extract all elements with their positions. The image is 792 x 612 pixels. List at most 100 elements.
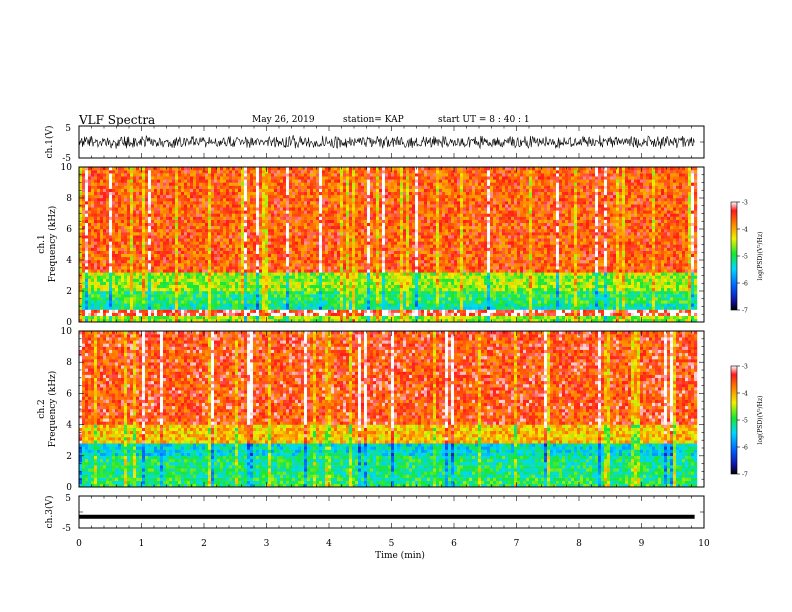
spectrogram-cell [250,204,254,208]
spectrogram-cell [334,194,338,199]
spectrogram-cell [94,253,98,258]
spectrogram-cell [136,207,140,211]
spectrogram-cell [82,225,86,230]
spectrogram-cell [295,253,299,258]
spectrogram-cell [151,281,155,285]
spectrogram-cell [208,306,212,310]
spectrogram-cell [301,291,305,295]
spectrogram-cell [160,201,164,205]
spectrogram-cell [85,204,89,208]
spectrogram-cell [172,253,176,258]
spectrogram-cell [259,235,263,239]
spectrogram-cell [262,225,266,230]
spectrogram-cell [265,287,269,292]
spectrogram-cell [100,303,104,307]
spectrogram-cell [238,300,242,304]
spectrogram-cell [283,176,287,180]
spectrogram-cell [223,256,227,261]
spectrogram-cell [133,318,137,322]
spectrogram-cell [337,260,341,264]
spectrogram-cell [271,201,275,205]
spectrogram-cell [250,263,254,267]
spectrogram-cell [112,253,116,258]
spectrogram-cell [235,250,239,254]
spectrogram-cell [193,210,197,214]
spectrogram-cell [115,260,119,264]
spectrogram-cell [265,173,269,177]
spectrogram-cell [286,201,290,205]
spectrogram-cell [307,294,311,298]
spectrogram-cell [190,269,194,273]
spectrogram-cell [217,207,221,211]
spectrogram-cell [322,225,326,230]
spectrogram-cell [214,194,218,199]
spectrogram-cell [238,278,242,282]
spectrogram-cell [310,272,314,276]
spectrogram-cell [184,222,188,227]
spectrogram-cell [337,204,341,208]
spectrogram-cell [241,250,245,254]
spectrogram-cell [175,194,179,199]
spectrogram-cell [370,318,374,322]
spectrogram-cell [244,232,248,236]
spectrogram-cell [292,318,296,322]
spectrogram-cell [172,170,176,174]
spectrogram-cell [355,263,359,267]
spectrogram-cell [151,238,155,242]
spectrogram-cell [337,207,341,211]
spectrogram-cell [121,185,125,189]
spectrogram-cell [367,284,371,289]
spectrogram-cell [343,303,347,307]
spectrogram-cell [85,219,89,223]
spectrogram-cell [271,229,275,233]
spectrogram-cell [271,315,275,320]
spectrogram-cell [136,291,140,295]
spectrogram-cell [121,294,125,298]
spectrogram-cell [232,294,236,298]
spectrogram-cell [166,312,170,316]
spectrogram-cell [286,173,290,177]
spectrogram-cell [220,309,224,313]
spectrogram-cell [148,312,152,316]
spectrogram-cell [268,287,272,292]
spectrogram-cell [370,238,374,242]
spectrogram-cell [235,213,239,217]
spectrogram-cell [229,263,233,267]
spectrogram-cell [340,244,344,248]
spectrogram-cell [178,191,182,196]
spectrogram-cell [283,182,287,186]
spectrogram-cell [247,219,251,223]
spectrogram-cell [268,176,272,180]
spectrogram-cell [157,204,161,208]
spectrogram-cell [337,250,341,254]
spectrogram-cell [211,182,215,186]
spectrogram-cell [256,235,260,239]
spectrogram-cell [181,241,185,245]
spectrogram-cell [352,188,356,192]
spectrogram-cell [253,238,257,242]
spectrogram-cell [262,238,266,242]
spectrogram-cell [163,287,167,292]
spectrogram-cell [103,287,107,292]
spectrogram-cell [304,303,308,307]
spectrogram-cell [286,278,290,282]
spectrogram-cell [364,278,368,282]
spectrogram-cell [244,303,248,307]
spectrogram-cell [220,260,224,264]
spectrogram-cell [223,272,227,276]
spectrogram-cell [256,244,260,248]
spectrogram-cell [163,204,167,208]
spectrogram-cell [88,291,92,295]
spectrogram-cell [274,222,278,227]
spectrogram-cell [301,219,305,223]
spectrogram-cell [205,315,209,320]
spectrogram-cell [361,287,365,292]
spectrogram-cell [181,173,185,177]
spectrogram-cell [178,260,182,264]
spectrogram-cell [139,250,143,254]
spectrogram-cell [118,235,122,239]
spectrogram-cell [262,216,266,220]
spectrogram-cell [79,244,83,248]
spectrogram-cell [298,297,302,301]
spectrogram-cell [181,315,185,320]
